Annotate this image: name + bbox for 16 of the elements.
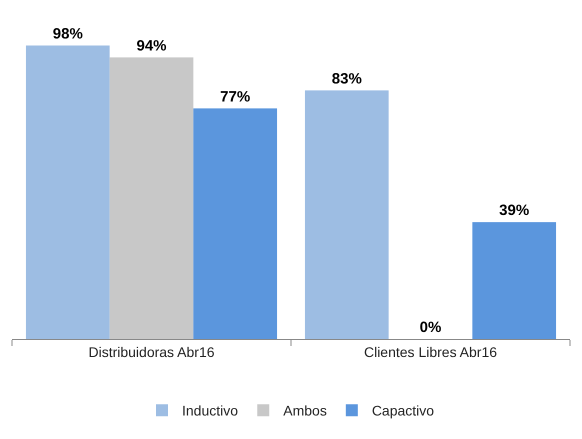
legend-label: Capactivo	[372, 402, 434, 419]
bar	[193, 108, 278, 339]
x-tick-label: Distribuidoras Abr16	[88, 344, 215, 360]
legend-label: Inductivo	[182, 402, 238, 419]
data-label: 77%	[220, 88, 250, 106]
data-label: 94%	[136, 37, 167, 54]
data-label: 0%	[420, 319, 442, 336]
bar	[110, 57, 194, 339]
bar	[26, 45, 110, 339]
data-label: 98%	[52, 25, 83, 42]
bar	[472, 222, 556, 339]
bar	[304, 90, 389, 339]
legend-label: Ambos	[283, 402, 327, 419]
x-tick-label: Clientes Libres Abr16	[364, 344, 498, 360]
data-label: 83%	[332, 70, 362, 88]
data-label: 39%	[499, 202, 530, 220]
